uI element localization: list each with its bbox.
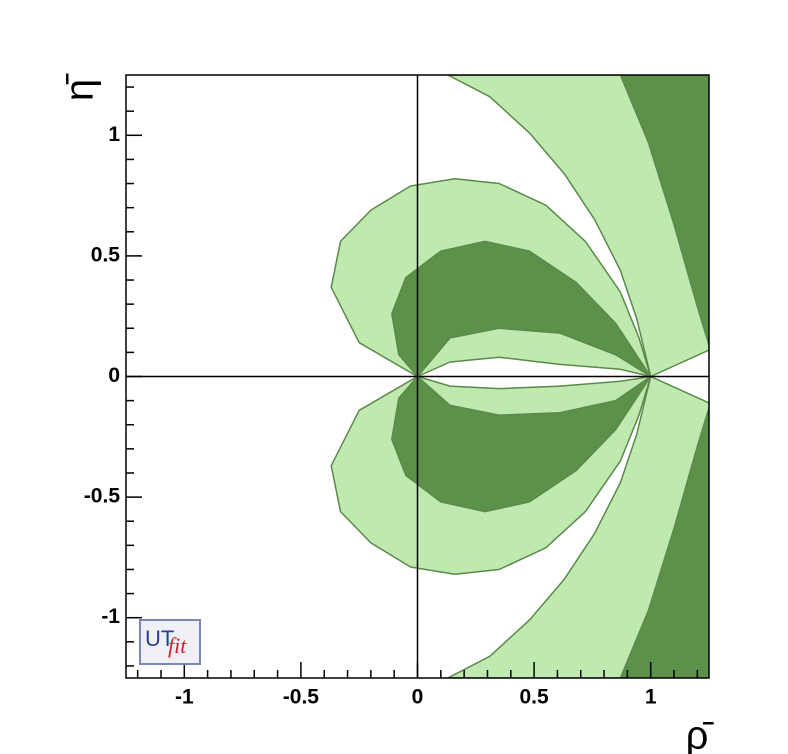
logo-box: [139, 619, 201, 665]
region: [619, 75, 709, 346]
y-tick-label: 0.5: [91, 243, 121, 266]
x-tick-label: -1: [175, 686, 194, 709]
y-tick-label: 0: [108, 364, 120, 387]
y-tick-label: -0.5: [84, 485, 121, 508]
y-tick-label: 1: [108, 123, 120, 146]
regions: [330, 75, 709, 678]
region: [619, 407, 709, 678]
axes: -1 -0.5 0 0.5 1 -1 -0.5 0 0.5 1: [84, 74, 710, 709]
logo: UT fit: [139, 619, 201, 665]
logo-ut: UT: [145, 626, 174, 651]
region: [447, 375, 709, 678]
y-tick-label: -1: [101, 605, 120, 628]
x-tick-label: 0.5: [519, 686, 549, 709]
region: [447, 75, 709, 378]
x-tick-label: -0.5: [283, 686, 320, 709]
region: [391, 375, 652, 513]
logo-fit: fit: [168, 633, 187, 658]
region: [391, 240, 652, 378]
x-tick-label: 1: [645, 686, 657, 709]
y-axis-label: η̄: [58, 73, 102, 101]
x-axis-label: ρ̄: [686, 714, 715, 754]
x-tick-label: 0: [412, 686, 424, 709]
